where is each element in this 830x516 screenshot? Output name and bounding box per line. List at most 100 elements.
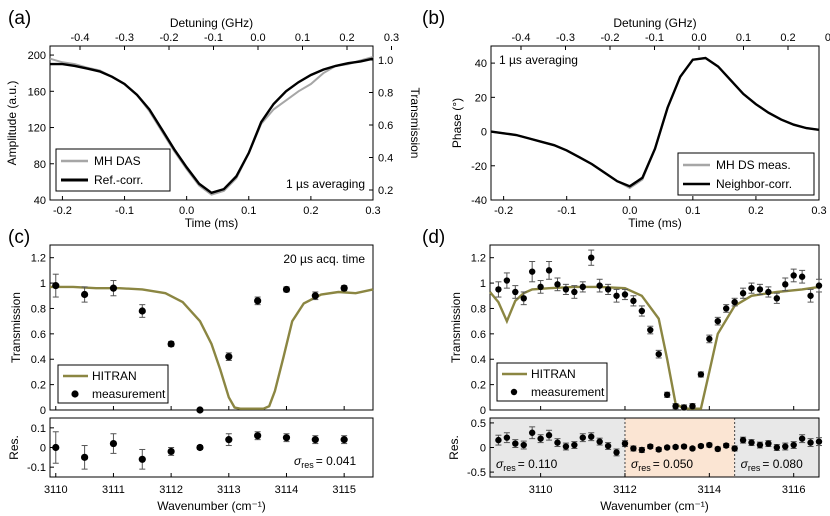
sigma-label: σres = 0.110: [496, 457, 558, 473]
legend-label: MH DAS: [94, 154, 141, 168]
measurement-point: [714, 317, 721, 325]
y-tick-label: 200: [28, 50, 46, 62]
sigma-symbol: σ: [294, 454, 302, 468]
y-tick-label: 40: [475, 58, 487, 70]
sigma-symbol: σ: [496, 457, 504, 471]
top-tick-label: 0.2: [780, 32, 795, 44]
measurement-point: [537, 283, 544, 291]
sigma-value: = 0.041: [316, 454, 357, 468]
residual-point: [562, 443, 570, 450]
top-tick-label: 0.0: [691, 32, 706, 44]
y-tick-label: 160: [28, 86, 46, 98]
measurement-point: [680, 404, 688, 411]
residual-point: [579, 434, 586, 441]
right-tick-label: 0.2: [378, 185, 393, 197]
plot-frame: [49, 244, 374, 411]
residual-point: [773, 444, 781, 451]
residual-point: [815, 438, 823, 445]
top-tick-label: 0.3: [384, 32, 399, 44]
residual-axis-title: Res.: [7, 435, 21, 460]
measurement-point: [254, 297, 262, 305]
residual-point: [545, 432, 553, 439]
measurement-point: [756, 286, 764, 293]
y-tick-label: 0: [40, 405, 46, 417]
x-tick-label: 0.0: [179, 205, 194, 217]
top-tick-label: -0.4: [512, 32, 531, 44]
residual-point: [621, 440, 629, 447]
x-tick-label: 3111: [102, 484, 125, 496]
residual-y-tick-label: 0: [480, 443, 486, 455]
panel-label: (d): [422, 227, 445, 248]
y-tick-label: 1.2: [31, 253, 46, 265]
residual-point: [167, 447, 175, 456]
residual-point: [790, 441, 797, 449]
sigma-label: σres = 0.080: [741, 457, 803, 473]
measurement-point: [81, 290, 89, 299]
x-tick-label: 3114: [275, 484, 299, 496]
measurement-point: [731, 298, 738, 306]
measurement-point: [282, 285, 291, 294]
measurement-point: [748, 284, 755, 292]
hitran-line: [50, 285, 374, 410]
residual-point: [798, 435, 806, 442]
x-axis-title: Wavenumber (cm⁻¹): [600, 499, 709, 513]
sigma-subscript: res: [503, 463, 516, 473]
y-axis-title: Amplitude (a.u.): [5, 81, 19, 166]
right-tick-label: 1.0: [378, 55, 393, 67]
right-tick-label: 0.8: [378, 88, 393, 100]
x-axis-title: Time (ms): [628, 216, 682, 230]
measurement-point: [167, 340, 175, 348]
measurement-point: [571, 288, 578, 296]
residual-y-tick-label: -0.5: [467, 467, 486, 479]
y-tick-label: 0.8: [31, 303, 46, 315]
y-tick-label: 1: [480, 278, 486, 290]
y-axis-title: Transmission: [449, 292, 463, 363]
residual-point: [756, 441, 764, 449]
residual-point: [571, 441, 578, 449]
residual-point: [765, 440, 772, 447]
legend-label: measurement: [531, 385, 605, 399]
sigma-symbol: σ: [631, 457, 639, 471]
x-tick-label: 0.2: [303, 205, 318, 217]
residual-y-tick-label: 0: [40, 443, 46, 455]
residual-point: [528, 429, 536, 436]
legend-label: HITRAN: [531, 367, 576, 381]
measurement-point: [807, 292, 814, 299]
measurement-point: [588, 254, 595, 261]
residual-point: [647, 443, 654, 450]
x-tick-label: 3112: [159, 484, 183, 496]
residual-point: [638, 446, 646, 454]
top-tick-label: 0.2: [339, 32, 354, 44]
y-tick-label: 0.2: [471, 380, 486, 392]
measurement-point: [520, 295, 527, 302]
right-tick-label: 0.4: [378, 153, 393, 165]
x-tick-label: 0.0: [622, 205, 637, 217]
measurement-point: [495, 286, 502, 293]
measurement-point: [528, 268, 536, 275]
measurement-point: [52, 282, 60, 290]
x-tick-label: 3112: [613, 484, 637, 496]
measurement-point: [647, 326, 654, 334]
x-tick-label: 3110: [529, 484, 553, 496]
sigma-subscript: res: [748, 463, 761, 473]
residual-point: [495, 436, 502, 444]
measurement-point: [739, 290, 747, 297]
residual-point: [748, 439, 755, 446]
residual-axis-title: Res.: [447, 435, 461, 460]
legend-swatch-measurement: [510, 388, 518, 396]
hitran-line: [489, 285, 820, 410]
residual-point: [520, 441, 527, 449]
top-tick-label: -0.1: [204, 32, 223, 44]
y-axis-title: Phase (°): [450, 98, 464, 148]
plot-frame: [49, 45, 374, 201]
panel-label: (a): [8, 8, 31, 29]
legend-label: HITRAN: [92, 369, 137, 383]
measurement-point: [663, 391, 671, 398]
measurement-point: [554, 281, 561, 288]
measurement-point: [782, 281, 789, 288]
measurement-point: [196, 406, 204, 414]
residual-point: [52, 443, 60, 452]
legend-label: measurement: [92, 387, 166, 401]
residual-point: [503, 434, 511, 441]
